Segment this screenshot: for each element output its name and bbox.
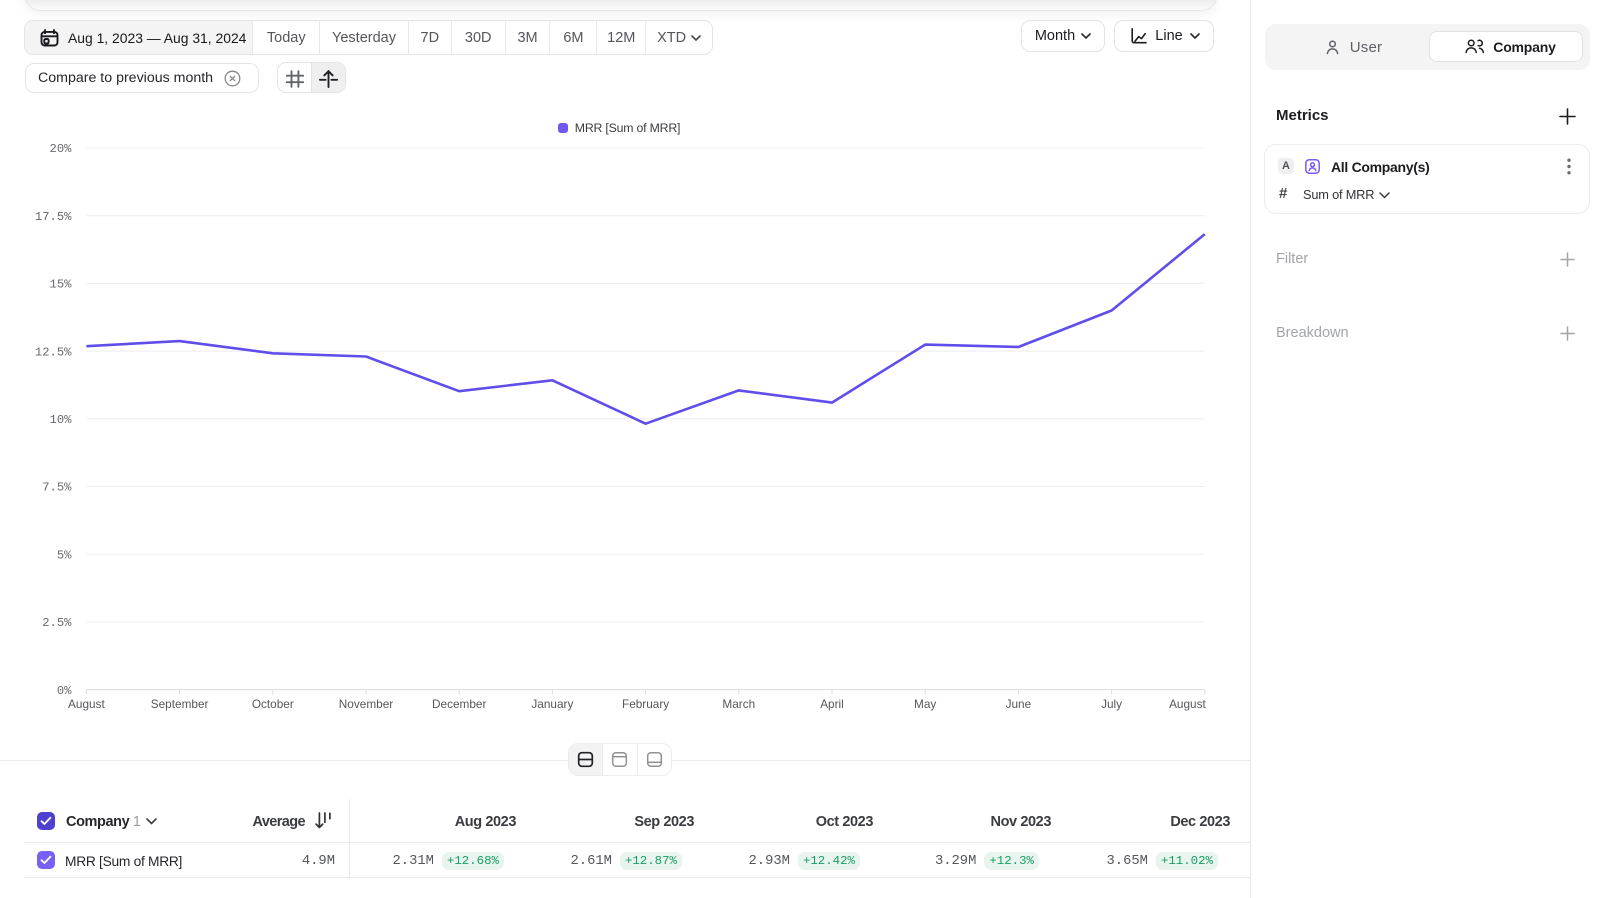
svg-text:15%: 15% — [50, 278, 73, 292]
svg-text:March: March — [722, 697, 755, 711]
svg-text:February: February — [622, 697, 669, 711]
svg-text:2.5%: 2.5% — [42, 616, 72, 630]
svg-text:December: December — [432, 697, 486, 711]
svg-text:September: September — [151, 697, 209, 711]
svg-text:0%: 0% — [57, 684, 72, 698]
svg-text:July: July — [1101, 697, 1122, 711]
svg-text:August: August — [68, 697, 105, 711]
svg-text:May: May — [914, 697, 936, 711]
svg-text:17.5%: 17.5% — [35, 210, 72, 224]
svg-text:October: October — [252, 697, 294, 711]
svg-text:20%: 20% — [50, 142, 73, 156]
svg-text:November: November — [339, 697, 393, 711]
svg-text:August: August — [1169, 697, 1206, 711]
svg-text:January: January — [531, 697, 573, 711]
svg-text:June: June — [1006, 697, 1032, 711]
svg-text:7.5%: 7.5% — [42, 481, 72, 495]
svg-text:12.5%: 12.5% — [35, 345, 72, 359]
svg-text:5%: 5% — [57, 548, 72, 562]
svg-text:10%: 10% — [50, 413, 73, 427]
svg-text:April: April — [820, 697, 844, 711]
